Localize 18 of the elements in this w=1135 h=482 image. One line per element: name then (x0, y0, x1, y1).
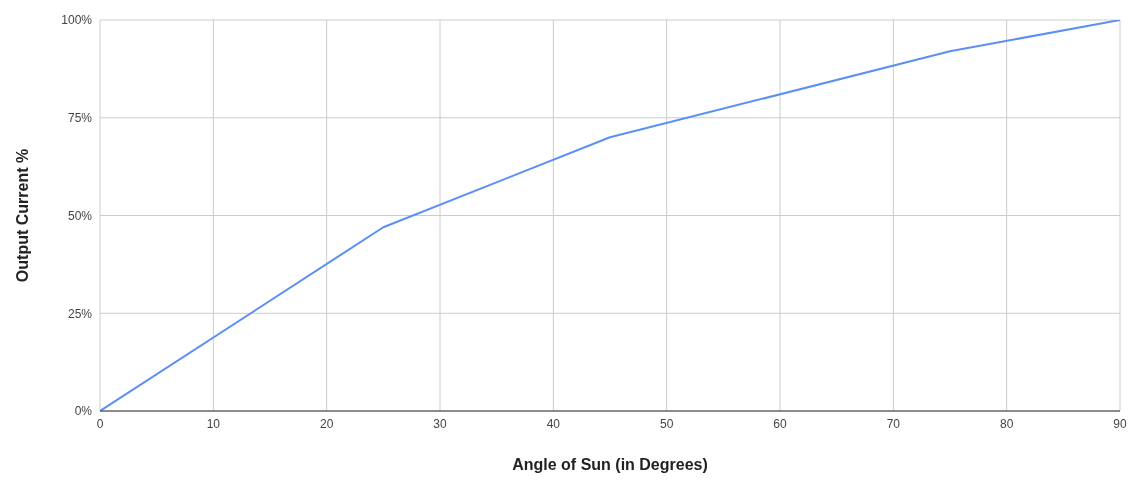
x-tick-label: 40 (546, 416, 561, 431)
line-series (100, 20, 1120, 411)
x-axis-title: Angle of Sun (in Degrees) (512, 456, 708, 473)
x-tick-label: 30 (433, 416, 447, 431)
y-tick-label: 100% (61, 13, 93, 28)
x-tick-label: 70 (886, 416, 901, 431)
y-axis-title: Output Current % (13, 148, 31, 283)
y-tick-label: 75% (67, 111, 93, 126)
x-tick-label: 10 (206, 416, 221, 431)
x-tick-label: 20 (319, 416, 334, 431)
y-tick-label: 0% (74, 404, 93, 419)
x-tick-label: 50 (659, 416, 674, 431)
x-tick-label: 60 (773, 416, 787, 431)
x-tick-label: 90 (1113, 416, 1127, 431)
y-tick-label: 50% (67, 208, 93, 223)
x-tick-label: 80 (999, 416, 1014, 431)
y-tick-label: 25% (67, 306, 93, 321)
x-tick-label: 0 (96, 416, 104, 431)
